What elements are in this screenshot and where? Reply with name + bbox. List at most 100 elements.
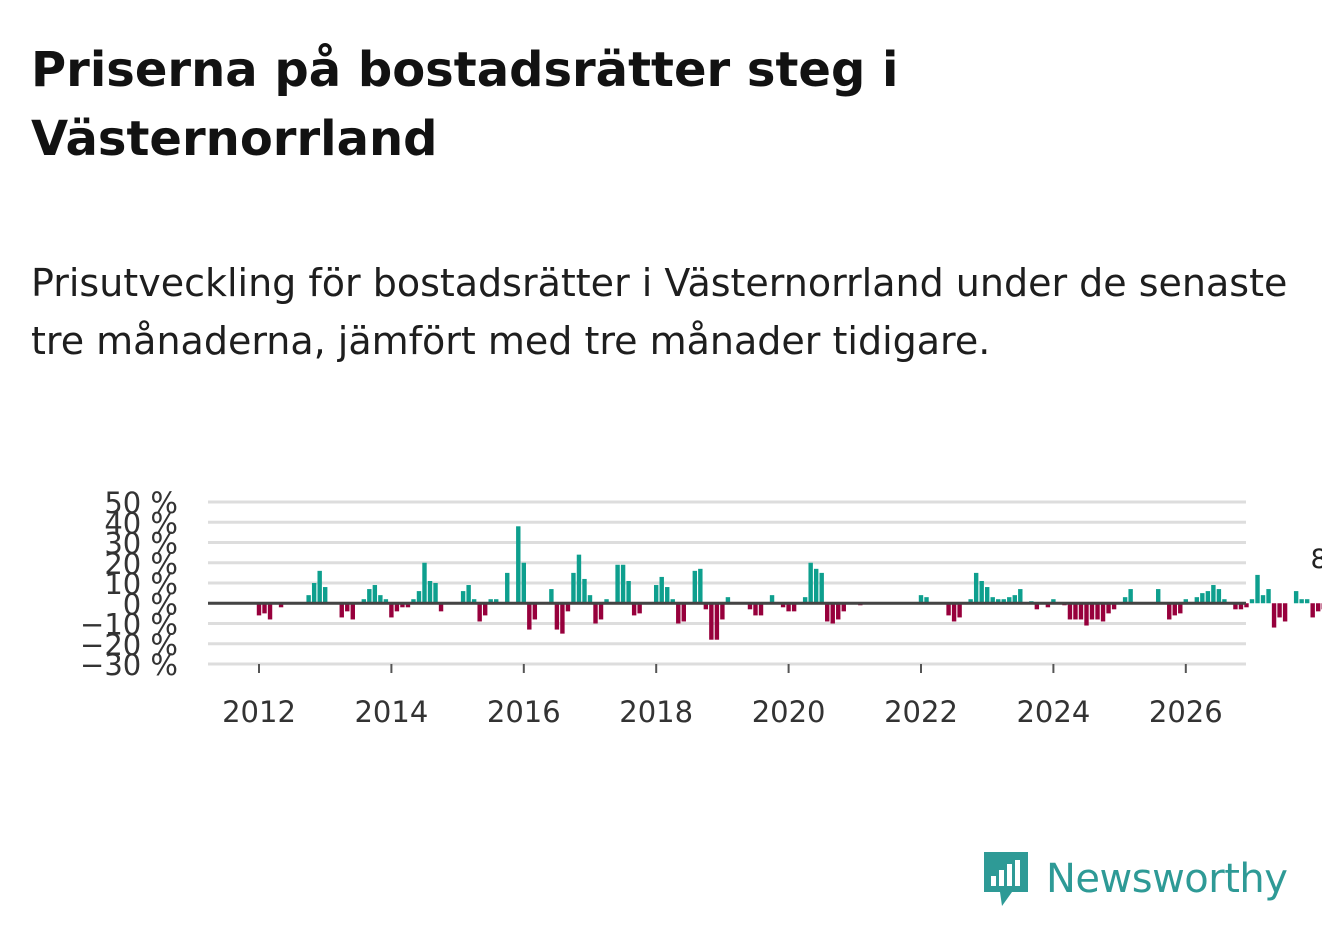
bar [587, 595, 593, 604]
bar [659, 576, 664, 604]
bar [758, 603, 764, 616]
bar [665, 587, 670, 604]
bar [1244, 603, 1249, 608]
bar [1178, 603, 1183, 614]
y-axis-labels: −30 %−20 %−10 %0 %10 %20 %30 %40 %50 % [80, 486, 178, 682]
bar [747, 603, 753, 610]
y-tick-label: −10 % [80, 608, 178, 642]
bar [1018, 589, 1023, 604]
bar [416, 591, 422, 604]
bar [1205, 591, 1211, 604]
bar [593, 603, 598, 624]
bar [698, 568, 703, 604]
bar [1122, 597, 1128, 604]
bar [604, 599, 609, 604]
bar [516, 526, 521, 604]
bar [345, 603, 350, 612]
bar [637, 603, 642, 614]
bar [676, 603, 681, 624]
bar [1111, 603, 1117, 610]
bar [400, 603, 405, 608]
bar [505, 572, 510, 604]
y-tick-label: −20 % [80, 628, 178, 662]
bar [1310, 603, 1315, 618]
bar [598, 603, 604, 620]
bar [1095, 603, 1100, 620]
last-value-annotation: 8 % [1306, 542, 1322, 576]
bar [720, 603, 725, 620]
bar [383, 599, 389, 604]
bar [1271, 603, 1277, 628]
bar [1078, 603, 1084, 620]
bar [830, 603, 835, 624]
bar [1277, 603, 1282, 618]
bar [1293, 591, 1299, 604]
bar [1216, 589, 1222, 604]
price-change-bar-chart: −30 %−20 %−10 %0 %10 %20 %30 %40 %50 % 2… [80, 486, 1322, 729]
bar [1001, 599, 1006, 604]
bar [322, 587, 328, 604]
bar [1304, 599, 1310, 604]
bar [802, 597, 808, 604]
bar [984, 587, 990, 604]
bar [1282, 603, 1288, 622]
bar [786, 603, 791, 612]
bar [780, 603, 786, 608]
bar [1194, 597, 1200, 604]
x-tick-label: 2014 [354, 695, 428, 729]
bar [460, 591, 466, 604]
bar [262, 603, 267, 614]
newsworthy-logo: Newsworthy [980, 848, 1288, 910]
bar [1007, 597, 1012, 604]
bar [1200, 593, 1205, 604]
last-value-label: 8 % [1311, 544, 1322, 575]
bar [422, 562, 427, 604]
bar [1084, 603, 1089, 626]
bar [1249, 599, 1255, 604]
bar [433, 583, 438, 604]
bar [571, 572, 576, 604]
bar [317, 570, 322, 604]
bar [957, 603, 962, 618]
bar [411, 599, 416, 604]
brand-name: Newsworthy [1046, 856, 1288, 902]
bar [791, 603, 797, 612]
bar [372, 585, 378, 604]
bar [692, 570, 698, 604]
bar [1260, 595, 1266, 604]
newsworthy-logo-icon [984, 852, 1028, 906]
bar [378, 595, 383, 604]
bar [808, 562, 813, 604]
bar [477, 603, 482, 622]
bars [256, 526, 1322, 640]
bar [946, 603, 951, 616]
bar [361, 599, 367, 604]
bar [1051, 599, 1056, 604]
bar [1238, 603, 1244, 610]
bar [1233, 603, 1238, 610]
last-value-label-bg [1306, 542, 1322, 576]
x-tick-label: 2012 [222, 695, 296, 729]
bar [466, 585, 471, 604]
bar [725, 597, 731, 604]
bar [560, 603, 565, 634]
bar [1266, 589, 1271, 604]
bar [620, 564, 626, 604]
bar [488, 599, 493, 604]
bar [306, 595, 311, 604]
bar [1034, 603, 1040, 610]
y-tick-label: 50 % [104, 486, 178, 520]
bar [576, 554, 582, 604]
bar [1183, 599, 1188, 604]
bar [389, 603, 394, 618]
x-tick-label: 2018 [619, 695, 693, 729]
x-tick-label: 2016 [487, 695, 561, 729]
bar [968, 599, 973, 604]
bar [670, 599, 675, 604]
bar [1315, 603, 1321, 612]
bar [703, 603, 709, 610]
y-tick-label: 40 % [104, 506, 178, 540]
bar [350, 603, 355, 620]
bar [1222, 599, 1227, 604]
bar [836, 603, 841, 620]
